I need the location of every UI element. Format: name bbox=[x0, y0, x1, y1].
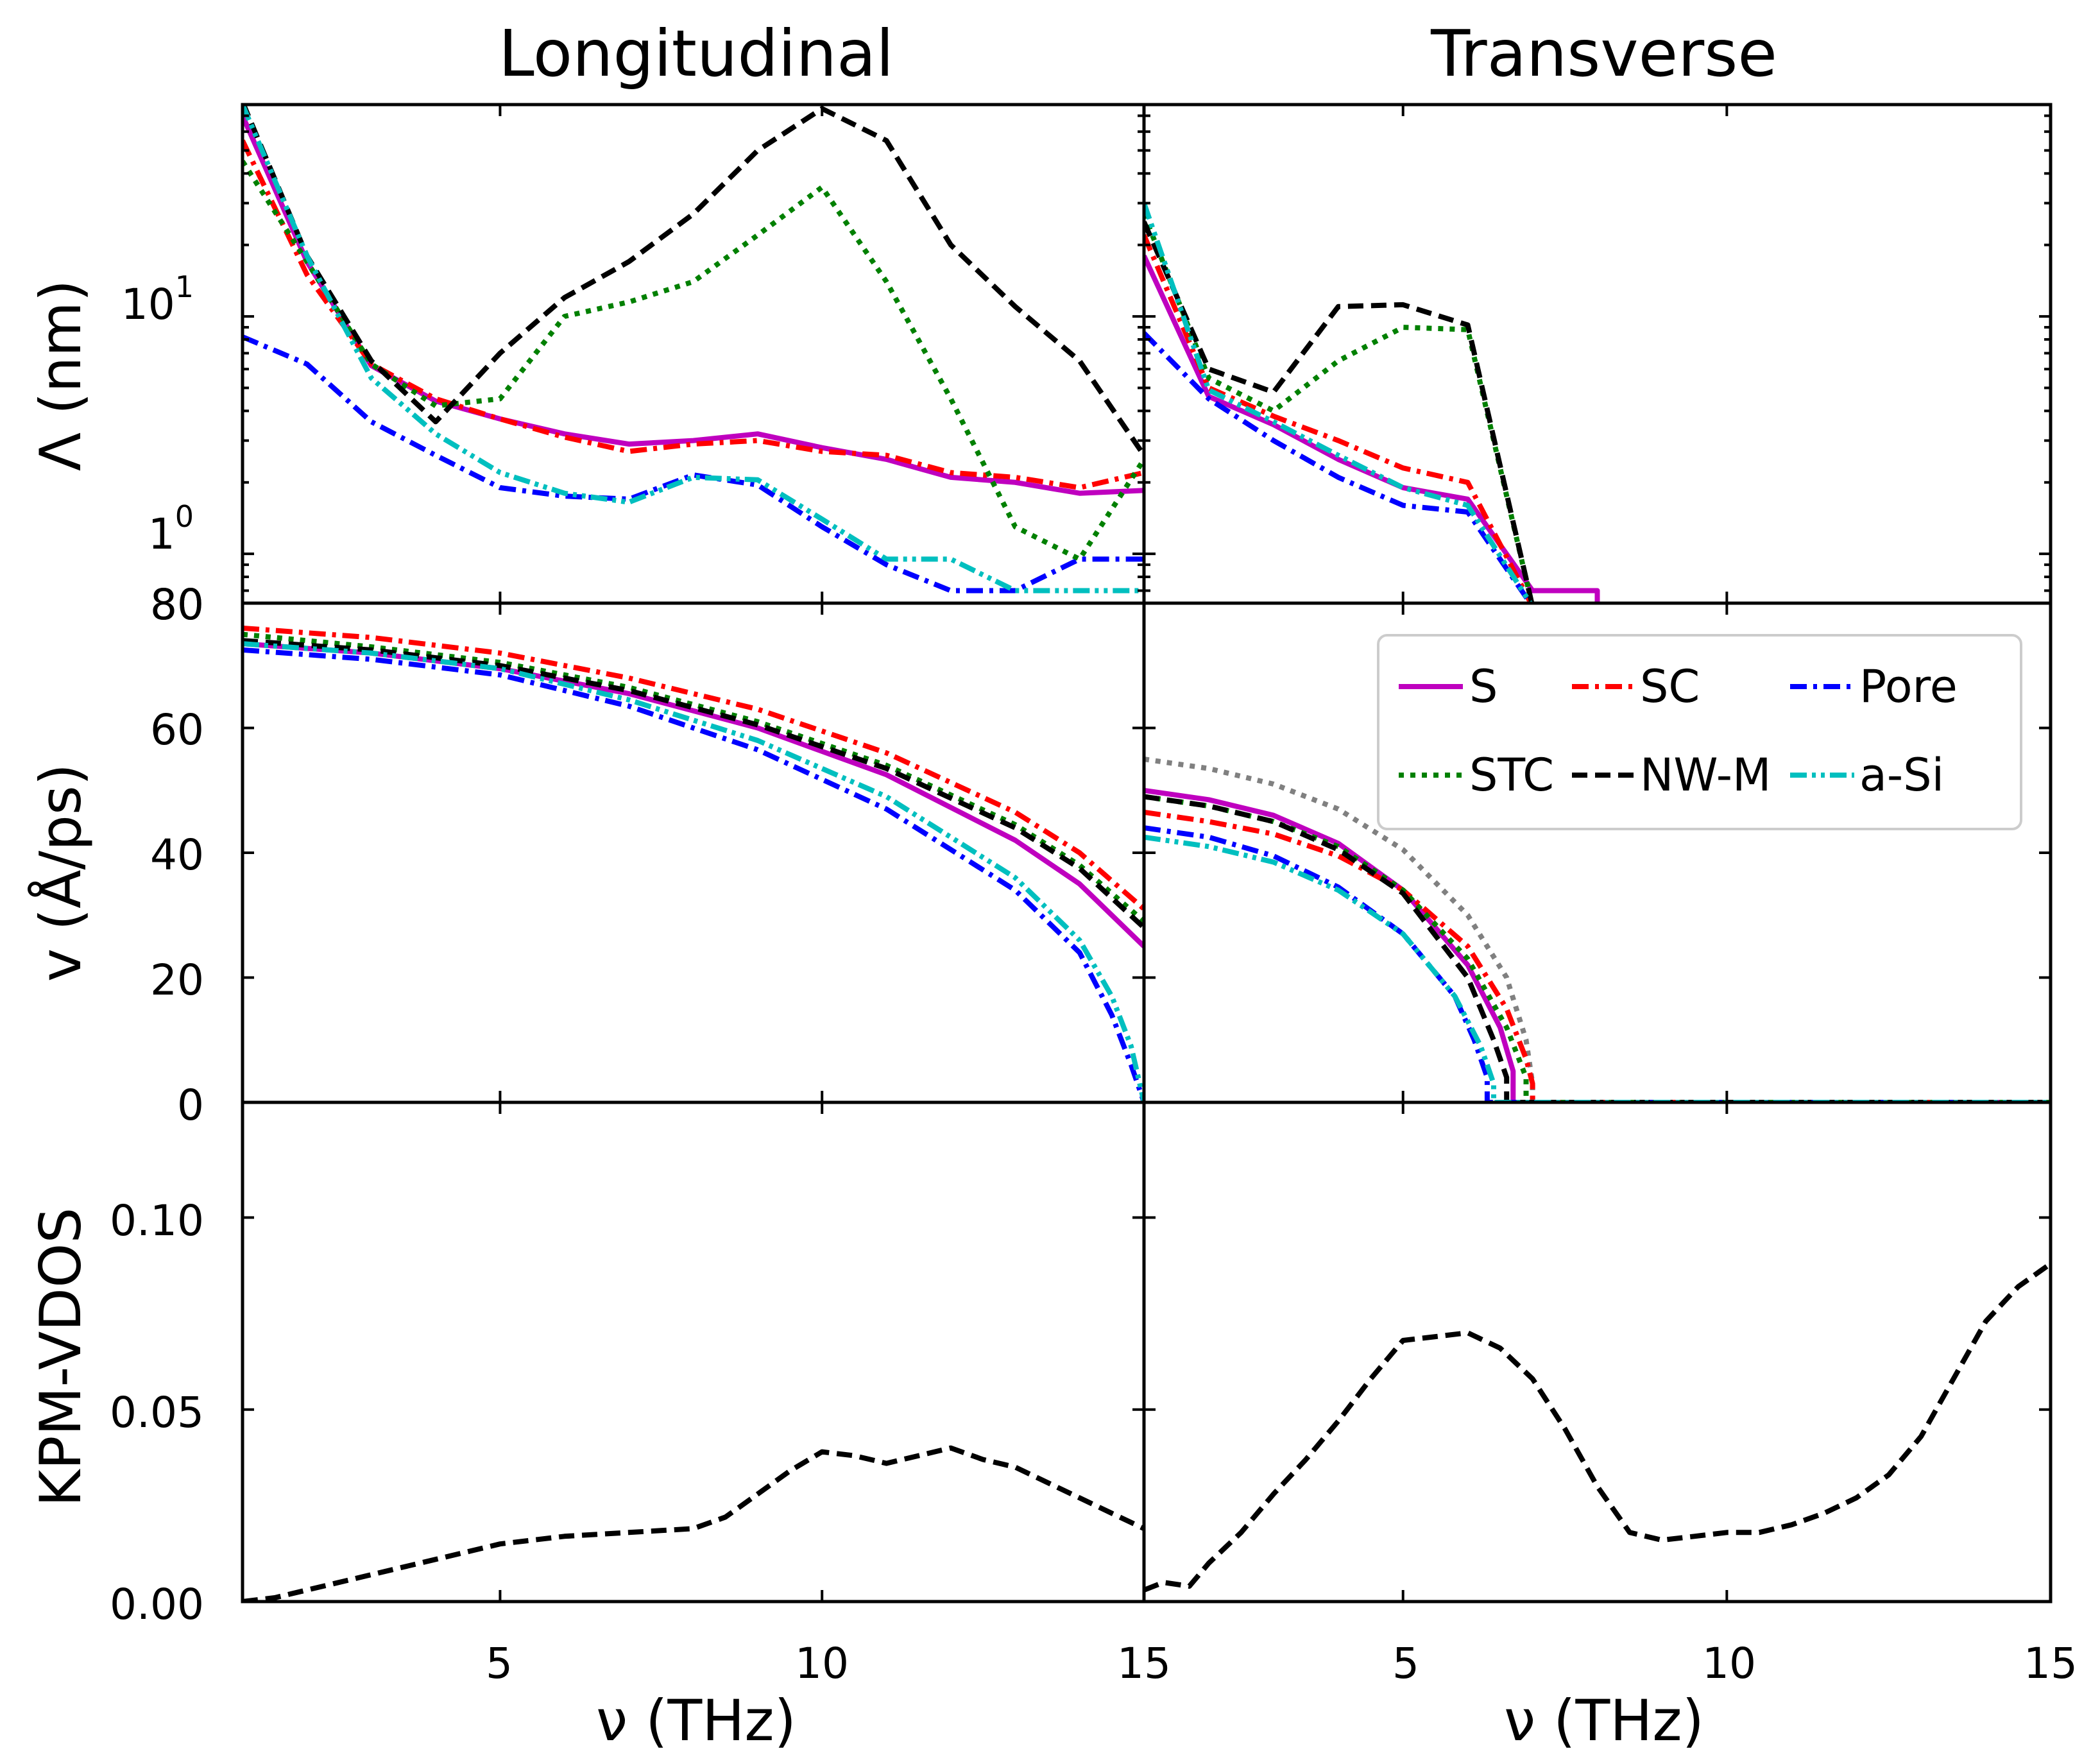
ytick-v-60: 60 bbox=[150, 705, 204, 755]
xtick-left-5: 5 bbox=[486, 1639, 513, 1688]
panel-lambda-transverse bbox=[1144, 202, 1600, 603]
series-sc-lambda-transverse bbox=[1144, 234, 1534, 603]
legend-box bbox=[1377, 634, 2022, 830]
legend-label-sc: SC bbox=[1640, 660, 1700, 713]
series-a-si-velocity-transverse bbox=[1144, 834, 2051, 1102]
legend-label-nw-m: NW-M bbox=[1640, 749, 1771, 801]
series-s-velocity-transverse bbox=[1144, 787, 2051, 1102]
ytick-lambda-80: 80 bbox=[150, 580, 204, 629]
ytick-lambda-1: 10 bbox=[148, 499, 194, 559]
series-stc-lambda-transverse bbox=[1144, 213, 1535, 603]
series-s-velocity-longitudinal bbox=[243, 641, 1144, 948]
ytick-v-40: 40 bbox=[150, 830, 204, 880]
plot-layer bbox=[241, 103, 2053, 1603]
series-a-si-lambda-transverse bbox=[1144, 202, 1533, 603]
series-nw-m-lambda-longitudinal bbox=[243, 105, 1144, 457]
series-s-lambda-transverse bbox=[1144, 255, 1600, 603]
series-sc-velocity-longitudinal bbox=[243, 625, 1144, 911]
xlabel-left: ν (THz) bbox=[596, 1688, 796, 1753]
legend: S SC Pore STC NW-M a-Si bbox=[1377, 634, 2022, 830]
ytick-lambda-10: 101 bbox=[121, 269, 194, 329]
series-nw-m-vdos-transverse bbox=[1144, 1261, 2051, 1593]
frame-vdos-longitudinal bbox=[241, 1100, 1146, 1603]
series-nw-m-vdos-longitudinal bbox=[243, 1445, 1144, 1602]
title-longitudinal: Longitudinal bbox=[499, 16, 894, 91]
xlabel-right: ν (THz) bbox=[1504, 1688, 1704, 1753]
ytick-v-20: 20 bbox=[150, 955, 204, 1005]
title-transverse: Transverse bbox=[1430, 16, 1777, 91]
legend-label-stc: STC bbox=[1469, 749, 1554, 801]
xtick-right-5: 5 bbox=[1392, 1639, 1419, 1688]
series-reference-velocity-transverse bbox=[1144, 757, 2051, 1102]
panel-vdos-longitudinal bbox=[243, 1445, 1144, 1602]
series-stc-velocity-longitudinal bbox=[243, 631, 1144, 924]
ytick-v-0: 0 bbox=[177, 1081, 204, 1130]
ylabel-velocity: v (Å/ps) bbox=[28, 764, 94, 982]
series-pore-lambda-transverse bbox=[1144, 331, 1533, 603]
ytick-vdos-0.10: 0.10 bbox=[110, 1196, 204, 1245]
series-nw-m-lambda-transverse bbox=[1144, 221, 1535, 603]
ytick-vdos-0.00: 0.00 bbox=[110, 1580, 204, 1629]
series-pore-velocity-transverse bbox=[1144, 825, 2051, 1102]
panel-velocity-longitudinal bbox=[243, 625, 1144, 1102]
legend-label-a-si: a-Si bbox=[1859, 749, 1944, 801]
series-pore-lambda-longitudinal bbox=[243, 334, 1144, 594]
series-sc-lambda-longitudinal bbox=[243, 139, 1144, 490]
panel-vdos-transverse bbox=[1144, 1261, 2051, 1593]
panel-velocity-transverse bbox=[1144, 757, 2051, 1102]
ytick-vdos-0.05: 0.05 bbox=[110, 1388, 204, 1437]
ylabel-lambda: Λ (nm) bbox=[28, 280, 94, 471]
xtick-right-10: 10 bbox=[1702, 1639, 1756, 1688]
frame-lambda-transverse bbox=[1142, 103, 2053, 605]
series-nw-m-velocity-transverse bbox=[1144, 794, 2051, 1102]
series-a-si-lambda-longitudinal bbox=[243, 105, 1144, 594]
xtick-right-15: 15 bbox=[2024, 1639, 2078, 1688]
series-stc-lambda-longitudinal bbox=[243, 160, 1144, 562]
xtick-left-15: 15 bbox=[1117, 1639, 1171, 1688]
series-s-lambda-longitudinal bbox=[243, 114, 1144, 496]
legend-label-s: S bbox=[1469, 660, 1498, 713]
legend-label-pore: Pore bbox=[1859, 660, 1958, 713]
series-stc-velocity-transverse bbox=[1144, 794, 2051, 1102]
frame-vdos-transverse bbox=[1142, 1100, 2053, 1603]
series-pore-velocity-longitudinal bbox=[243, 647, 1144, 1102]
xtick-left-10: 10 bbox=[795, 1639, 849, 1688]
frame-velocity-longitudinal bbox=[241, 601, 1146, 1104]
panel-lambda-longitudinal bbox=[243, 105, 1144, 594]
frame-lambda-longitudinal bbox=[241, 103, 1146, 605]
series-sc-velocity-transverse bbox=[1144, 809, 2051, 1102]
series-nw-m-velocity-longitudinal bbox=[243, 638, 1144, 930]
ylabel-vdos: KPM-VDOS bbox=[28, 1208, 94, 1507]
ytick-v-80: 80 bbox=[150, 580, 204, 629]
